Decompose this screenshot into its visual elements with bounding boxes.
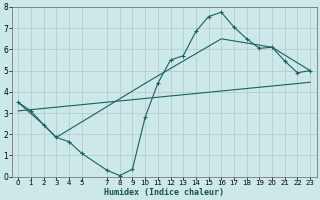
X-axis label: Humidex (Indice chaleur): Humidex (Indice chaleur) bbox=[104, 188, 224, 197]
